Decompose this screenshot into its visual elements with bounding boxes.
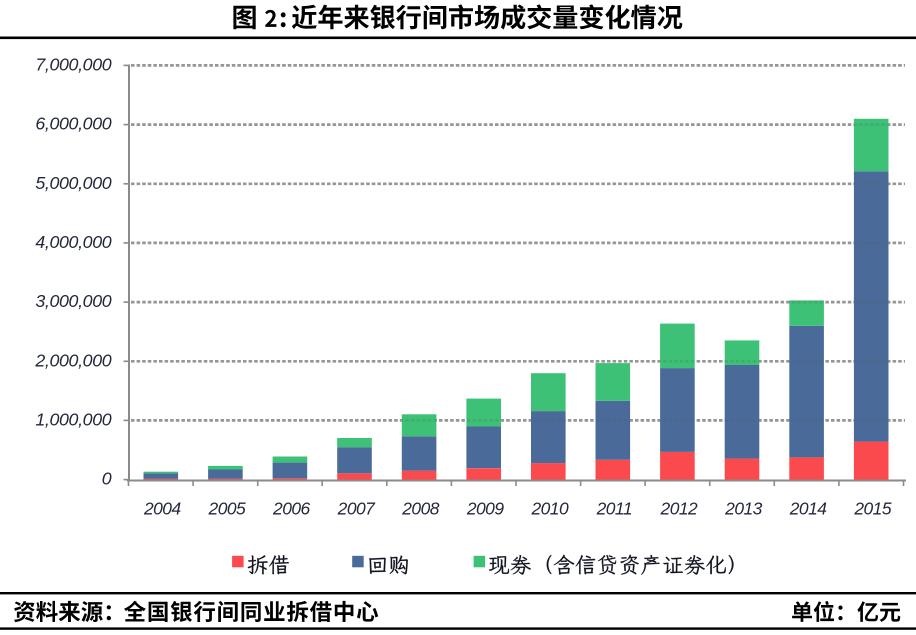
svg-text:2004: 2004 [143, 498, 182, 518]
svg-text:2013: 2013 [724, 498, 763, 518]
svg-text:7,000,000: 7,000,000 [35, 54, 111, 74]
svg-text:2,000,000: 2,000,000 [34, 350, 111, 370]
svg-text:5,000,000: 5,000,000 [35, 173, 111, 193]
svg-text:6,000,000: 6,000,000 [35, 114, 111, 134]
svg-text:2008: 2008 [401, 498, 440, 518]
svg-text:2010: 2010 [530, 498, 569, 518]
svg-text:0: 0 [102, 469, 112, 489]
svg-text:2011: 2011 [596, 498, 632, 518]
svg-text:4,000,000: 4,000,000 [35, 232, 111, 252]
svg-text:2009: 2009 [466, 498, 505, 518]
svg-text:1,000,000: 1,000,000 [35, 409, 111, 429]
svg-text:2015: 2015 [853, 498, 892, 518]
svg-text:2006: 2006 [272, 498, 311, 518]
svg-text:2012: 2012 [660, 498, 699, 518]
svg-text:3,000,000: 3,000,000 [35, 291, 111, 311]
svg-text:2005: 2005 [208, 498, 247, 518]
svg-text:2014: 2014 [789, 498, 828, 518]
svg-text:2007: 2007 [337, 498, 377, 518]
